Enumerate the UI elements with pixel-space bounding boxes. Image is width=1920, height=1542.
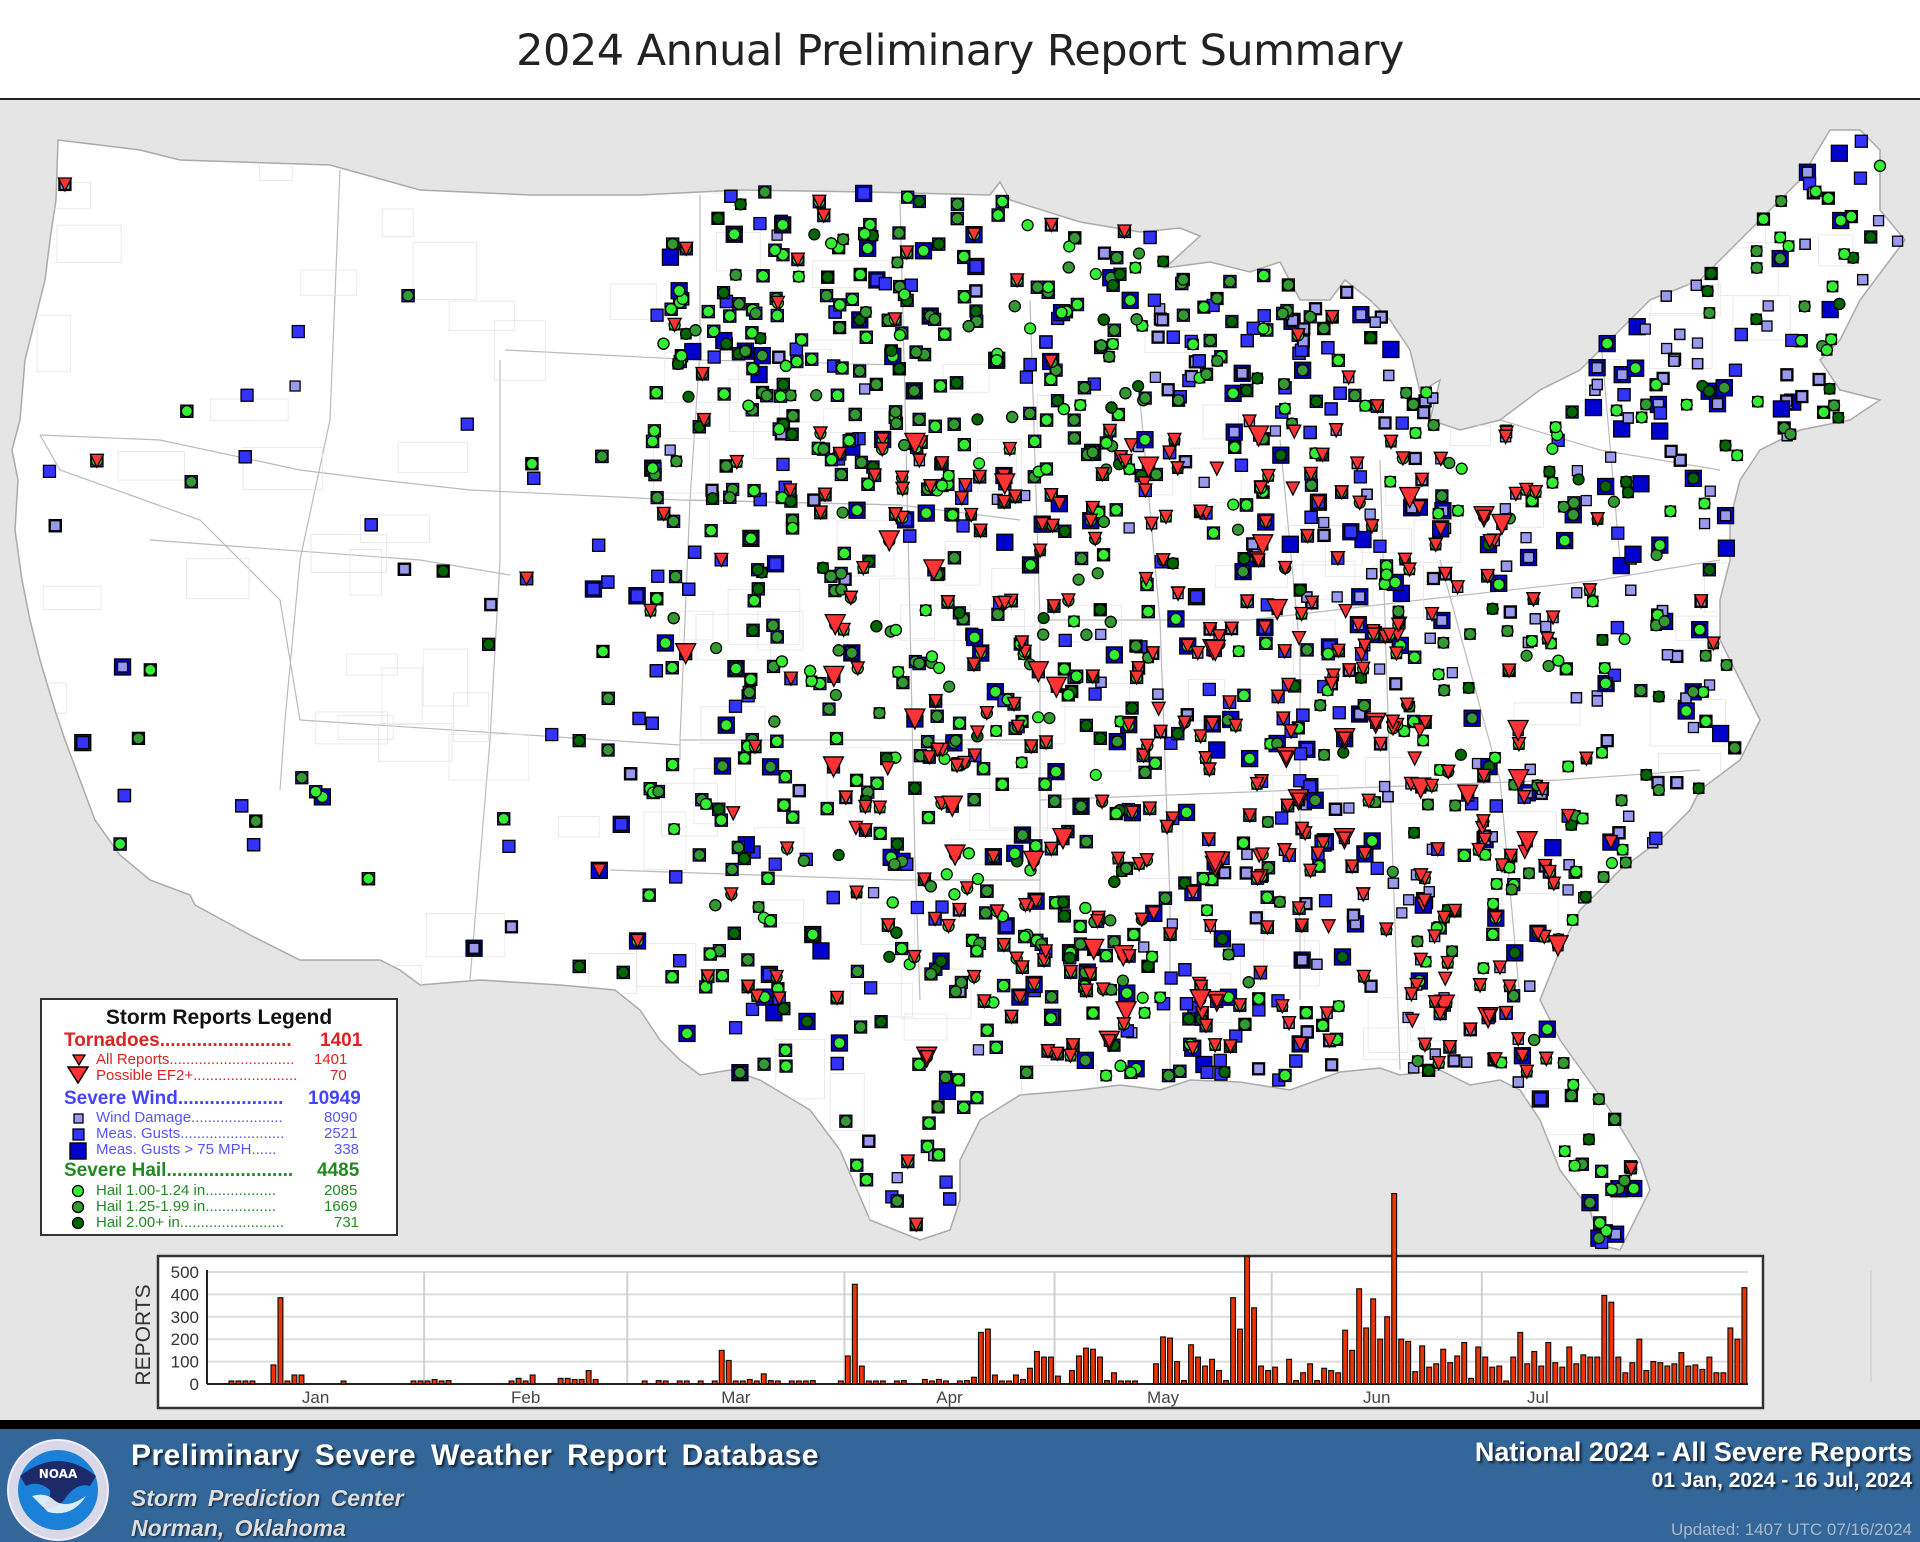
legend-hail-mid: Hail 1.25-1.99 in................. 1669 [96, 1198, 450, 1215]
legend-item-value: 70 [330, 1067, 347, 1084]
page-title: 2024 Annual Preliminary Report Summary [516, 26, 1404, 76]
legend-item-value: 731 [334, 1214, 360, 1231]
footer-date-range: 01 Jan, 2024 - 16 Jul, 2024 [1651, 1469, 1912, 1492]
legend-tornadoes-total: 1401 [320, 1030, 363, 1051]
legend-tornado-all-reports: All Reports.............................… [96, 1051, 450, 1068]
legend-tornado-ef2: Possible EF2+......................... 7… [96, 1067, 450, 1084]
legend-item-label: Hail 1.25-1.99 in................. [96, 1198, 277, 1215]
legend-hail-header: Severe Hail........................ 4485 [64, 1160, 418, 1182]
storm-reports-legend: Storm Reports Legend Tornadoes..........… [40, 998, 398, 1236]
legend-item-value: 8090 [324, 1109, 358, 1126]
footer-banner: NOAA Preliminary Severe Weather Report D… [0, 1420, 1920, 1542]
us-storm-report-map [11, 129, 1906, 1251]
storm-report-markers [42, 134, 1904, 1250]
legend-hail-label: Severe Hail........................ [64, 1160, 294, 1181]
us-map-outline [11, 129, 1906, 1251]
legend-item-value: 1401 [314, 1051, 348, 1068]
legend-meas-gusts: Meas. Gusts......................... 252… [96, 1125, 450, 1142]
legend-hail-total: 4485 [317, 1160, 360, 1181]
large-square-icon [69, 1142, 87, 1160]
legend-item-label: Hail 2.00+ in......................... [96, 1214, 284, 1231]
small-square-icon [73, 1113, 84, 1124]
medium-square-icon [72, 1128, 85, 1141]
footer-database-title: Preliminary Severe Weather Report Databa… [131, 1439, 820, 1472]
divider-line [1870, 1270, 1872, 1382]
legend-hail-small: Hail 1.00-1.24 in................. 2085 [96, 1182, 450, 1199]
legend-item-label: Hail 1.00-1.24 in................. [96, 1182, 277, 1199]
light-green-circle-icon [71, 1184, 85, 1198]
legend-item-value: 2521 [324, 1125, 358, 1142]
legend-tornadoes-label: Tornadoes......................... [64, 1030, 292, 1051]
legend-wind-label: Severe Wind.................... [64, 1088, 284, 1109]
green-circle-icon [71, 1200, 85, 1214]
noaa-logo-text: NOAA [39, 1467, 78, 1481]
footer-report-scope: National 2024 - All Severe Reports [1474, 1437, 1912, 1467]
small-triangle-icon [72, 1054, 86, 1066]
legend-item-value: 1669 [324, 1198, 358, 1215]
large-triangle-icon [67, 1066, 89, 1084]
footer-updated-timestamp: Updated: 1407 UTC 07/16/2024 [1670, 1520, 1912, 1539]
footer-location: Norman, Oklahoma [131, 1515, 346, 1541]
title-bar: 2024 Annual Preliminary Report Summary [0, 0, 1920, 100]
legend-item-label: Meas. Gusts......................... [96, 1125, 285, 1142]
legend-tornadoes-header: Tornadoes......................... 1401 [64, 1030, 418, 1052]
legend-hail-large: Hail 2.00+ in......................... 7… [96, 1214, 450, 1231]
legend-meas-gusts-75: Meas. Gusts > 75 MPH...... 338 [96, 1141, 450, 1158]
legend-item-label: Possible EF2+......................... [96, 1067, 298, 1084]
legend-item-label: All Reports.............................… [96, 1051, 295, 1068]
report-map-panel: Storm Reports Legend Tornadoes..........… [0, 100, 1920, 1420]
footer-org: Storm Prediction Center [131, 1485, 404, 1511]
legend-item-label: Meas. Gusts > 75 MPH...... [96, 1141, 277, 1158]
dark-green-circle-icon [71, 1216, 85, 1230]
legend-title: Storm Reports Legend [105, 1006, 333, 1029]
legend-wind-header: Severe Wind.................... 10949 [64, 1088, 418, 1110]
legend-item-label: Wind Damage...................... [96, 1109, 283, 1126]
legend-wind-total: 10949 [308, 1088, 361, 1109]
noaa-logo-icon: NOAA [7, 1439, 109, 1541]
legend-wind-damage: Wind Damage...................... 8090 [96, 1109, 450, 1126]
legend-item-value: 2085 [324, 1182, 358, 1199]
legend-item-value: 338 [334, 1141, 360, 1158]
